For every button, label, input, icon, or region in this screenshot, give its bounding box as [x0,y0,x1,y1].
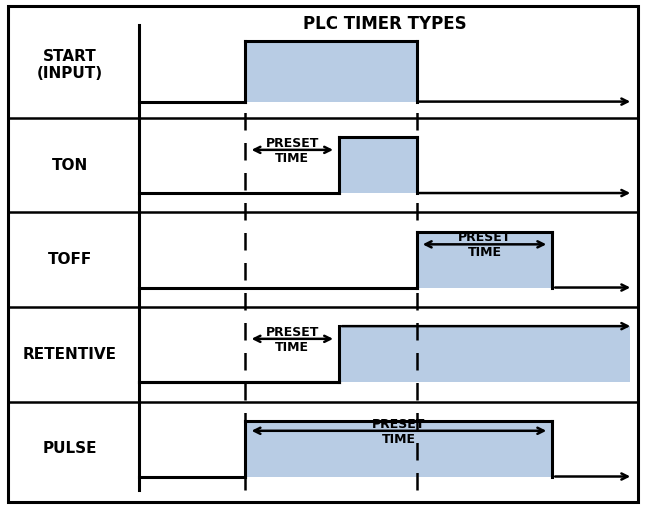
Text: PRESET
TIME: PRESET TIME [372,418,426,447]
Bar [339,326,630,382]
Text: PRESET
TIME: PRESET TIME [458,231,511,260]
Text: PULSE: PULSE [43,441,97,456]
Text: RETENTIVE: RETENTIVE [23,347,117,362]
Bar [339,137,417,193]
Bar [417,232,552,288]
Text: TON: TON [52,157,88,173]
Bar [245,41,417,102]
Text: TOFF: TOFF [48,252,92,267]
Text: PRESET
TIME: PRESET TIME [266,326,319,354]
Text: PRESET
TIME: PRESET TIME [266,137,319,165]
Text: START
(INPUT): START (INPUT) [37,49,103,81]
Bar [245,421,552,477]
Text: PLC TIMER TYPES: PLC TIMER TYPES [302,15,466,34]
